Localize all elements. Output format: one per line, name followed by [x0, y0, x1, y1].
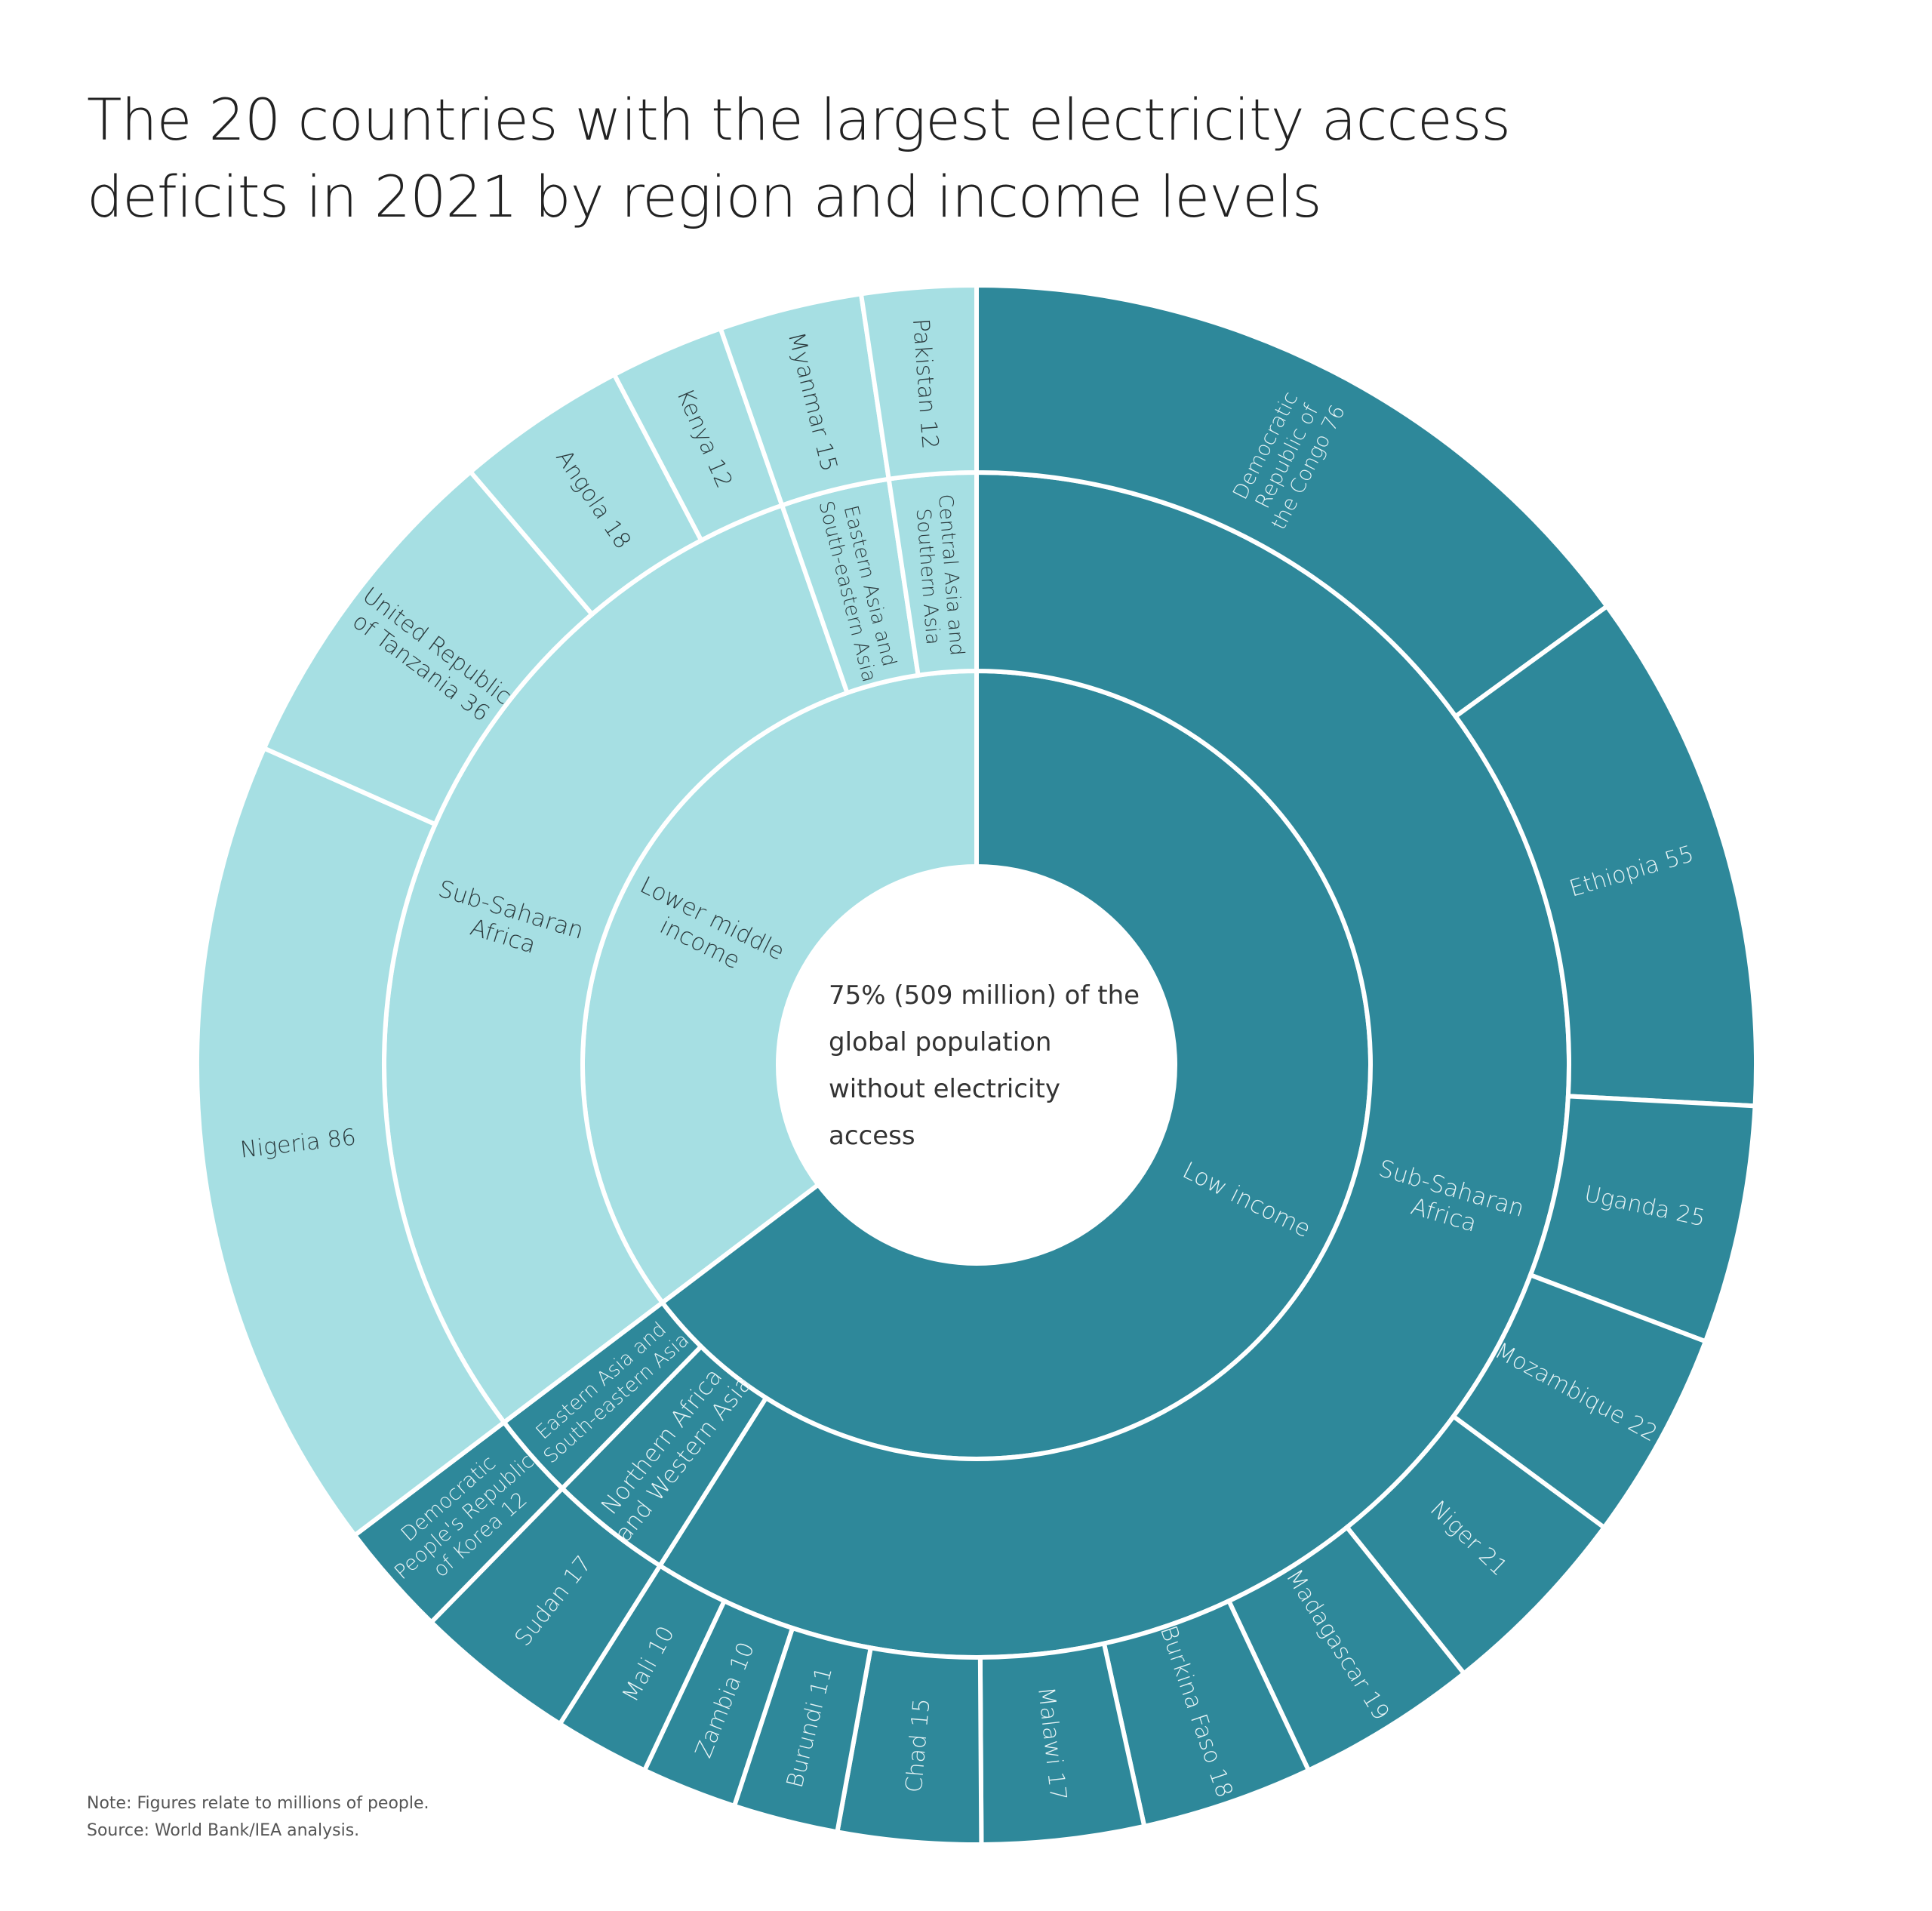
center-text: 75% (509 million) of the global populatio…: [829, 980, 1140, 1151]
chart-notes: Note: Figures relate to millions of peop…: [87, 1790, 429, 1845]
chart-title: The 20 countries with the largest electr…: [87, 82, 1747, 235]
country-segment-pakistan: [858, 282, 979, 482]
chart-title-line-1: The 20 countries with the largest electr…: [87, 86, 1511, 153]
country-segment-democratic-republic-of-the-congo: [974, 282, 1611, 720]
country-segment-nigeria: [195, 745, 508, 1539]
source-text: Source: World Bank/IEA analysis.: [87, 1821, 360, 1840]
center-hole: [778, 866, 1175, 1263]
country-ring: [195, 282, 1758, 1847]
note-text: Note: Figures relate to millions of peop…: [87, 1794, 429, 1813]
center-label: 75% (509 million) of the global populatio…: [778, 866, 1175, 1263]
chart-title-line-2: deficits in 2021 by region and income le…: [87, 163, 1322, 230]
